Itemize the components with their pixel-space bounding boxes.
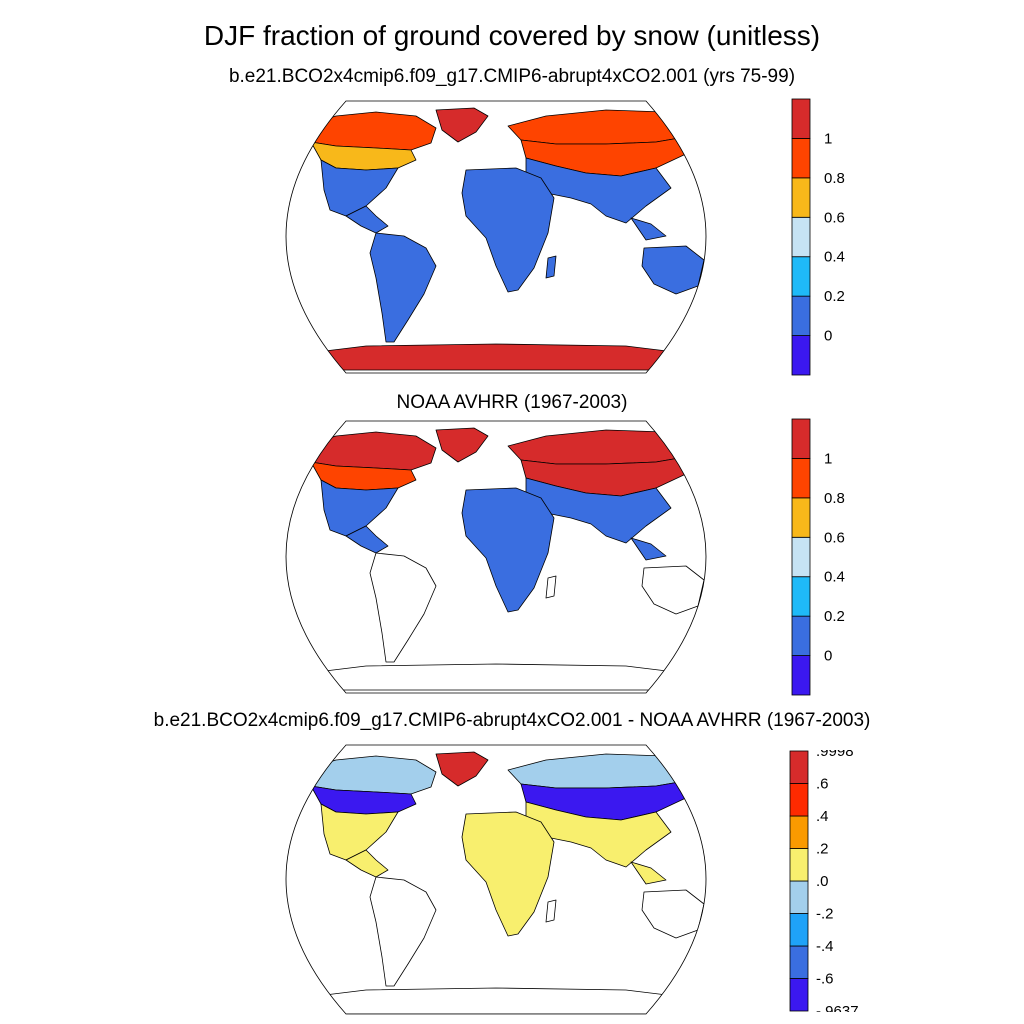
- colorbar-label: 0: [824, 328, 832, 345]
- land-greenland: [435, 107, 489, 143]
- land-namerica-south: [320, 159, 399, 217]
- colorbar-swatch: [789, 880, 809, 914]
- colorbar-swatch: [791, 216, 811, 258]
- colorbar-label: 0.8: [824, 490, 845, 507]
- land-samerica: [369, 232, 437, 343]
- colorbar-swatch: [791, 497, 811, 538]
- colorbar-swatch: [791, 177, 811, 218]
- colorbar-diff: .9998 .6 .4 .2 .0 -.2 -.4 -.6 -.9637: [789, 750, 859, 1012]
- colorbar-swatch: [789, 848, 809, 882]
- land-africa: [461, 167, 555, 293]
- colorbar-label: .2: [816, 841, 829, 858]
- colorbar-swatch: [791, 536, 811, 578]
- land-antarctica: [286, 343, 706, 371]
- colorbar-label: .4: [816, 808, 829, 825]
- colorbar-label: -.2: [816, 906, 834, 923]
- land-madagascar: [545, 255, 557, 279]
- land-namerica-south: [320, 479, 399, 537]
- panel-title-diff: b.e21.BCO2x4cmip6.f09_g17.CMIP6-abrupt4x…: [153, 710, 871, 731]
- colorbar-label: 0.4: [824, 249, 845, 266]
- colorbar-swatch: [791, 615, 811, 656]
- land-camerica: [345, 205, 389, 234]
- colorbar-swatch: [789, 815, 809, 849]
- colorbar-label: -.6: [816, 971, 834, 988]
- land-seasia: [630, 861, 667, 885]
- colorbar-swatch: [789, 913, 809, 947]
- colorbar-swatch: [791, 458, 811, 499]
- colorbar-label: -.4: [816, 938, 834, 955]
- colorbar-label: .6: [816, 776, 829, 793]
- colorbar-label: 0.4: [824, 569, 845, 586]
- colorbar-label: 1: [824, 450, 832, 467]
- panel-title-model: b.e21.BCO2x4cmip6.f09_g17.CMIP6-abrupt4x…: [228, 66, 796, 87]
- colorbar-label: -.9637: [816, 1003, 859, 1012]
- colorbar-swatch: [791, 418, 811, 459]
- land-greenland: [435, 427, 489, 463]
- colorbar-swatch: [791, 256, 811, 297]
- colorbar-label: .9998: [816, 750, 854, 760]
- land-greenland: [435, 751, 489, 787]
- land-seasia: [630, 537, 667, 561]
- land-namerica-south: [320, 803, 399, 861]
- colorbar-label: .0: [816, 873, 829, 890]
- land-madagascar: [545, 899, 557, 923]
- colorbar-swatch: [791, 138, 811, 179]
- map-frame: [285, 100, 707, 374]
- colorbar-label: 0.2: [824, 288, 845, 305]
- figure-title: DJF fraction of ground covered by snow (…: [203, 20, 821, 51]
- land-africa: [461, 487, 555, 613]
- land-samerica: [369, 876, 437, 987]
- land-samerica: [369, 552, 437, 663]
- colorbar-obs: 0 0.2 0.4 0.6 0.8 1: [791, 418, 845, 696]
- panel-title-obs: NOAA AVHRR (1967-2003): [396, 392, 628, 413]
- colorbar-label: 1: [824, 130, 832, 147]
- colorbar-label: 0.8: [824, 170, 845, 187]
- colorbar-swatch: [789, 978, 809, 1012]
- colorbar-label: 0: [824, 648, 832, 665]
- colorbar-swatch: [791, 98, 811, 139]
- colorbar-label: 0.6: [824, 529, 845, 546]
- map-frame: [285, 420, 707, 694]
- land-camerica: [345, 525, 389, 554]
- colorbar-swatch: [791, 335, 811, 376]
- colorbar-swatch: [791, 295, 811, 336]
- colorbar-swatch: [789, 750, 809, 784]
- colorbar-label: 0.6: [824, 209, 845, 226]
- map-frame: [285, 744, 707, 1015]
- map-obs: [285, 420, 707, 694]
- land-layer: [286, 107, 706, 371]
- land-layer: [286, 751, 706, 1014]
- colorbar-label: 0.2: [824, 608, 845, 625]
- colorbar-model: 0 0.2 0.4 0.6 0.8 1: [791, 98, 845, 376]
- colorbar-swatch: [789, 945, 809, 979]
- land-australia: [641, 245, 705, 295]
- land-seasia: [630, 217, 667, 241]
- map-model: [285, 100, 707, 374]
- land-australia: [641, 889, 705, 939]
- colorbar-swatch: [791, 576, 811, 617]
- land-camerica: [345, 849, 389, 878]
- land-madagascar: [545, 575, 557, 599]
- colorbar-swatch: [791, 655, 811, 696]
- colorbar-swatch: [789, 783, 809, 817]
- land-africa: [461, 811, 555, 937]
- land-layer: [286, 427, 706, 691]
- map-diff: [285, 744, 707, 1015]
- land-australia: [641, 565, 705, 615]
